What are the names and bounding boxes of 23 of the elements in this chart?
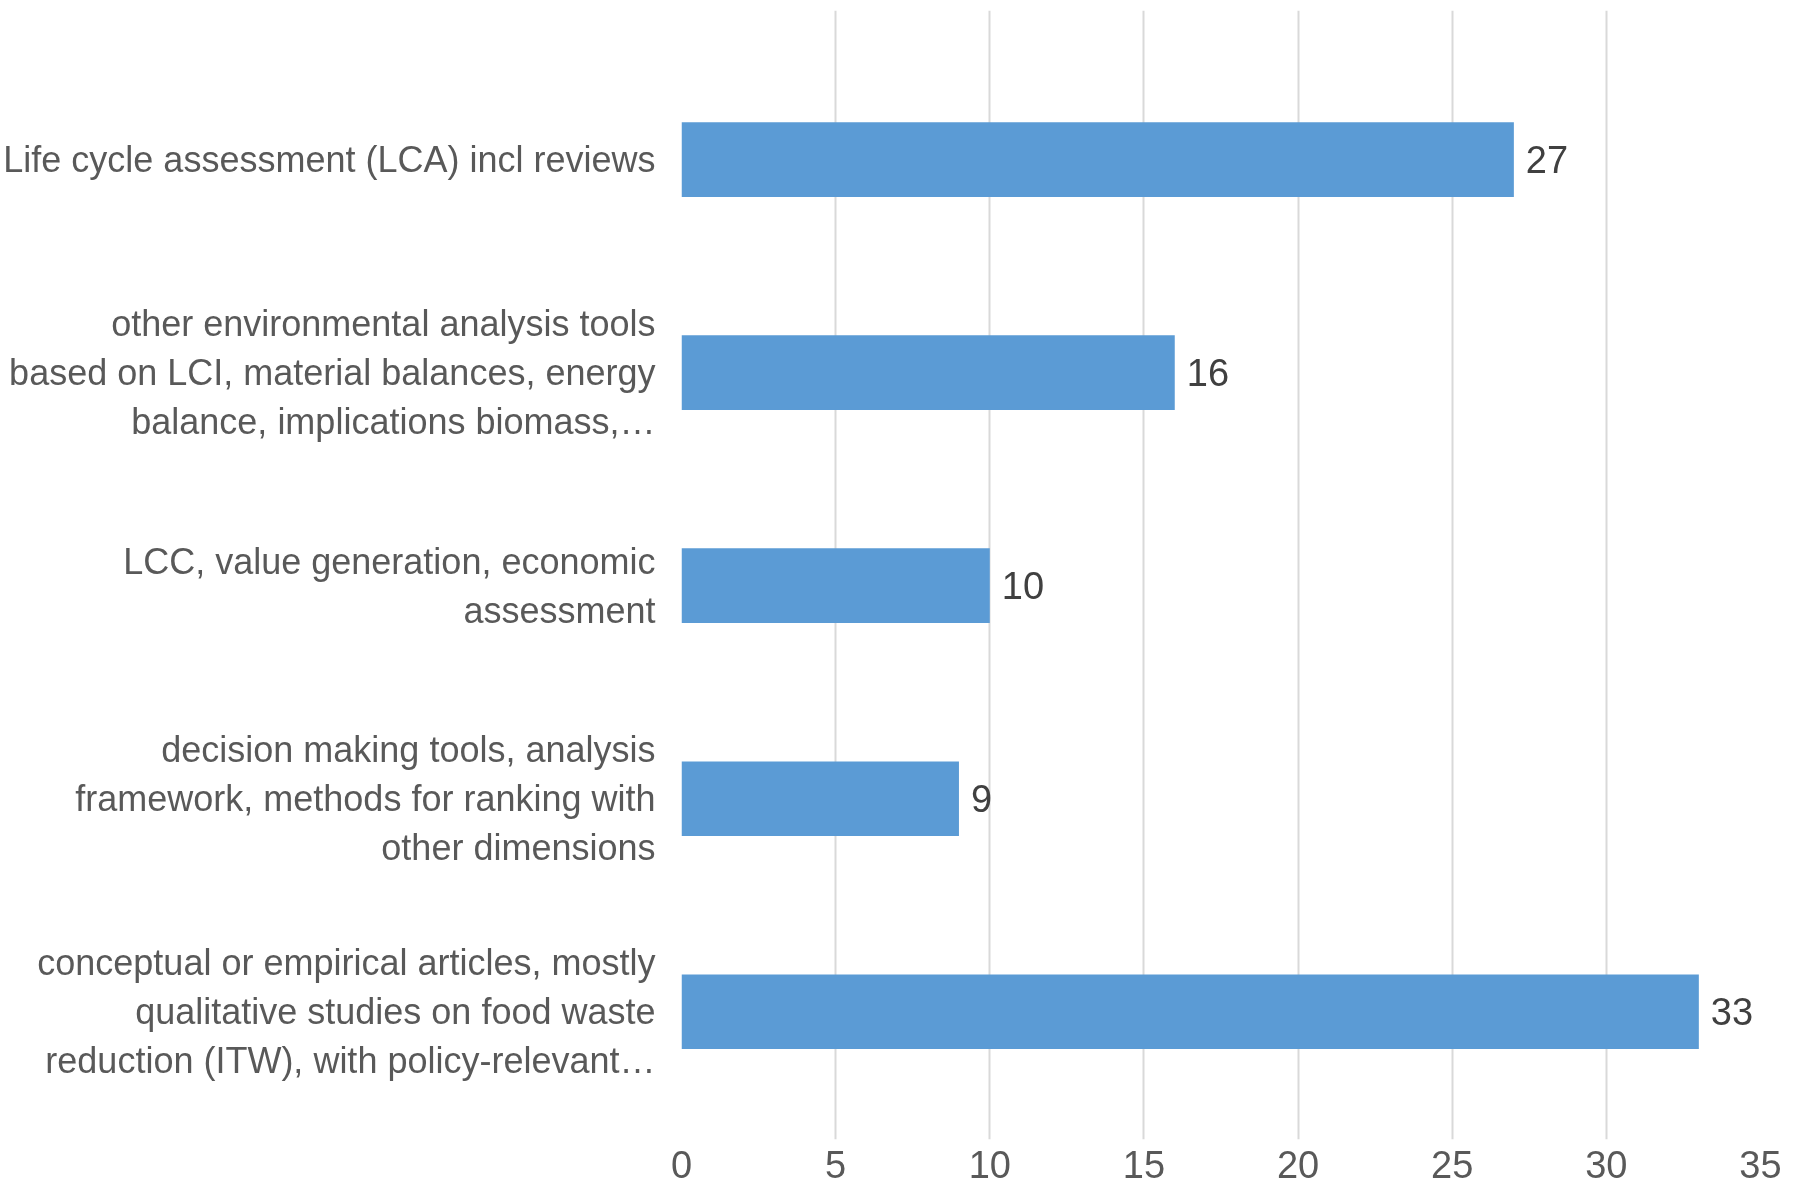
x-tick-label: 25 xyxy=(1431,1143,1474,1185)
x-tick-label: 0 xyxy=(670,1143,693,1185)
x-tick-label: 20 xyxy=(1276,1143,1320,1185)
x-tick-label: 15 xyxy=(1122,1143,1166,1185)
y-tick-label: other environmental analysis tools based on LCI, material balances, energy balance, implications biomass,… xyxy=(9,302,656,443)
x-tick-label: 5 xyxy=(825,1143,847,1185)
x-tick-label: 10 xyxy=(968,1143,1011,1185)
data-label: 33 xyxy=(1710,991,1754,1034)
x-tick-label: 30 xyxy=(1585,1143,1628,1185)
bar xyxy=(681,548,990,623)
y-tick-label: decision making tools, analysis framework, methods for ranking with other dimensions xyxy=(75,728,656,869)
bar xyxy=(681,122,1514,197)
bar xyxy=(681,335,1175,410)
data-label: 27 xyxy=(1525,139,1569,182)
data-label: 10 xyxy=(1001,565,1045,608)
bar xyxy=(681,974,1699,1049)
y-tick-label: Life cycle assessment (LCA) incl reviews xyxy=(3,139,656,181)
y-tick-label: conceptual or empirical articles, mostly qualitative studies on food waste reduction (ITW), with policy-relevant… xyxy=(37,941,656,1082)
y-tick-label: LCC, value generation, economic assessment xyxy=(123,540,656,631)
x-tick-label: 35 xyxy=(1739,1143,1782,1185)
data-label: 9 xyxy=(970,778,993,821)
bar xyxy=(681,761,959,836)
data-label: 16 xyxy=(1186,352,1230,395)
